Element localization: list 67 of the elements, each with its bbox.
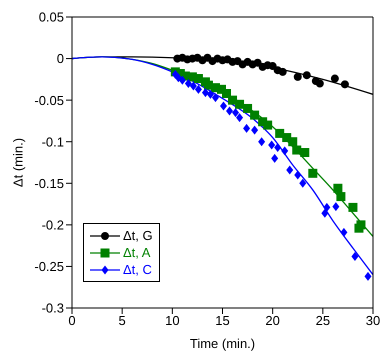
point — [271, 154, 278, 163]
y-tick-label: -0.3 — [42, 300, 64, 316]
x-tick-label: 20 — [265, 313, 280, 328]
point — [299, 178, 306, 188]
point — [351, 252, 358, 261]
x-tick-label: 5 — [118, 313, 126, 328]
point — [302, 71, 311, 80]
x-tick-label: 10 — [165, 313, 180, 328]
point — [235, 100, 244, 109]
legend-label: Δt, A — [123, 245, 150, 260]
point — [220, 101, 228, 110]
point — [232, 108, 240, 118]
point — [184, 79, 192, 88]
legend-label: Δt, G — [123, 228, 153, 243]
point — [236, 113, 244, 122]
point — [292, 146, 302, 155]
legend-label: Δt, C — [123, 262, 152, 277]
point — [332, 202, 340, 212]
point — [222, 88, 232, 98]
x-tick-label: 25 — [316, 313, 330, 328]
point — [333, 184, 342, 193]
point — [274, 143, 282, 152]
x-axis-title: Time (min.) — [190, 336, 256, 351]
y-tick-label: 0 — [56, 51, 64, 66]
point — [321, 208, 328, 218]
y-tick-label: -0.1 — [42, 134, 64, 150]
point — [288, 137, 298, 146]
point — [278, 68, 287, 76]
point — [294, 170, 302, 180]
point — [330, 74, 339, 83]
y-tick-label: 0.05 — [38, 10, 64, 25]
point — [356, 220, 366, 230]
y-tick-label: -0.15 — [34, 176, 64, 191]
point — [194, 84, 202, 94]
point — [286, 165, 294, 174]
x-tick-label: 15 — [215, 313, 230, 328]
point — [206, 90, 214, 99]
point — [316, 80, 324, 88]
point — [340, 228, 348, 237]
point — [336, 192, 346, 202]
point — [243, 104, 252, 113]
point — [263, 120, 272, 130]
point — [251, 126, 258, 135]
x-tick-label: 0 — [68, 313, 76, 328]
point — [190, 82, 197, 91]
point — [212, 93, 219, 102]
point — [178, 76, 186, 85]
x-tick-label: 30 — [366, 313, 380, 328]
point — [308, 168, 318, 178]
point — [202, 88, 209, 98]
point — [300, 148, 310, 158]
point — [258, 137, 266, 146]
y-tick-label: -0.2 — [42, 217, 64, 232]
point — [364, 272, 372, 281]
y-tick-label: -0.25 — [34, 259, 64, 274]
point — [243, 124, 250, 133]
point — [268, 140, 276, 150]
point — [226, 106, 234, 116]
point — [281, 146, 288, 156]
point — [348, 202, 358, 212]
y-axis-title: Δt (min.) — [10, 138, 26, 188]
y-tick-label: -0.05 — [34, 92, 64, 108]
point — [250, 110, 260, 120]
point — [323, 202, 330, 212]
point — [294, 72, 302, 81]
point — [268, 62, 277, 70]
point — [340, 80, 349, 88]
